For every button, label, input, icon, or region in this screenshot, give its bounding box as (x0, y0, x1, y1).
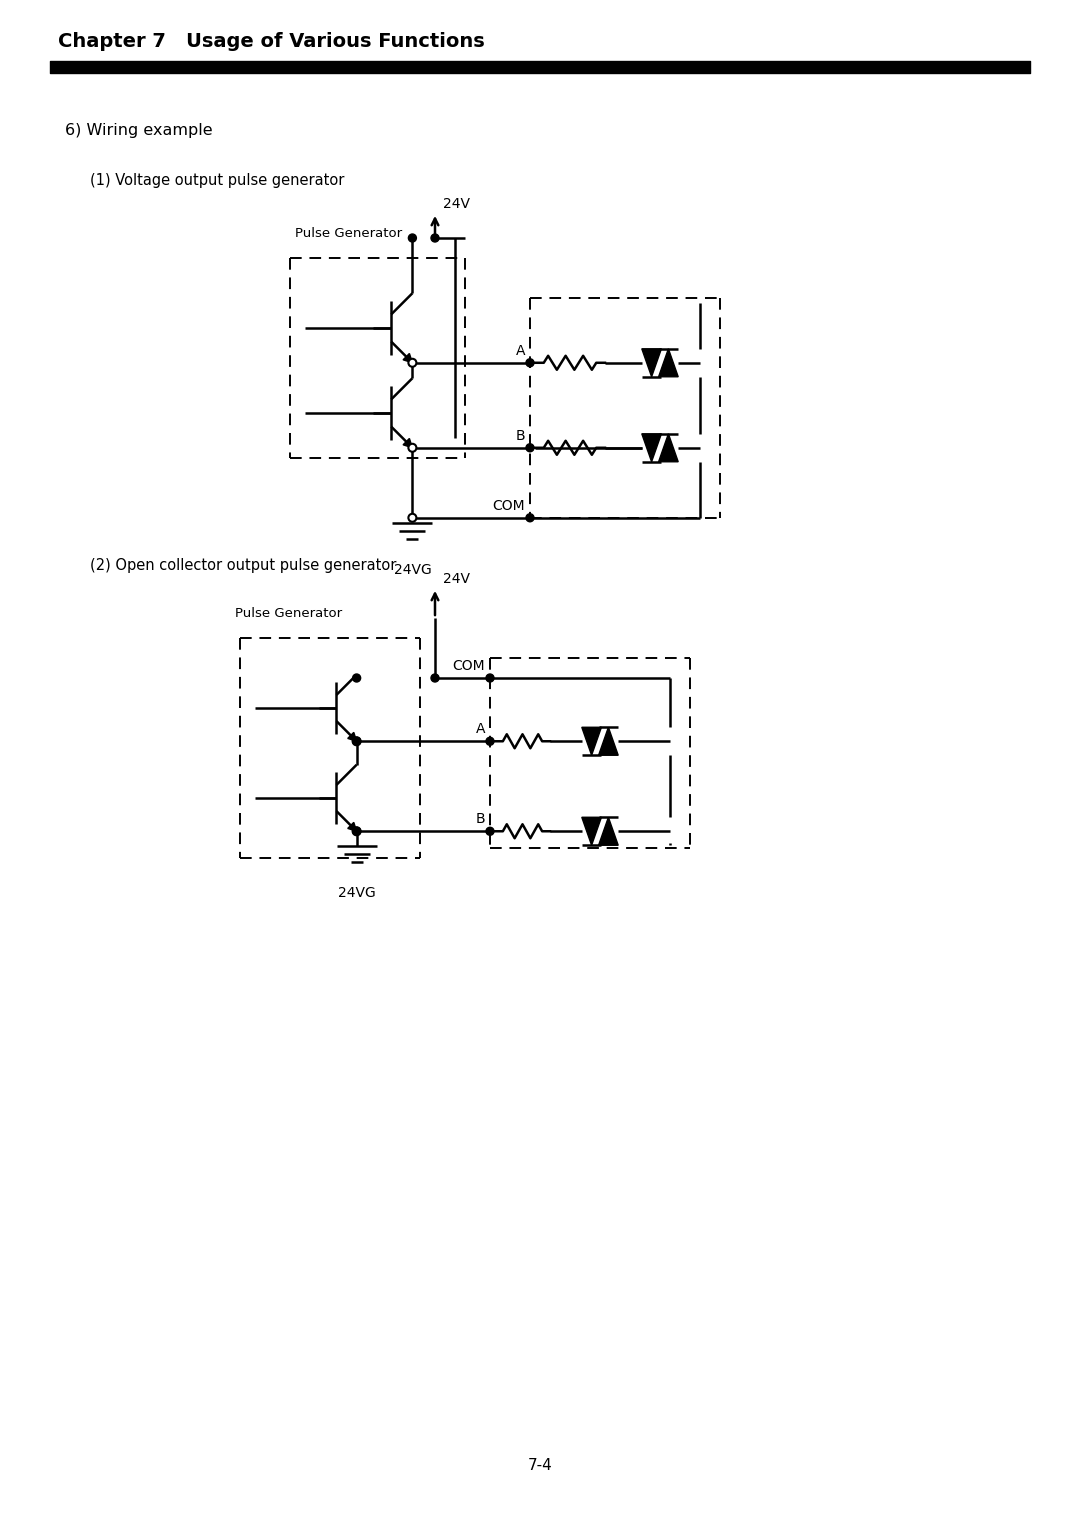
Polygon shape (598, 817, 618, 845)
Text: Pulse Generator: Pulse Generator (295, 228, 402, 240)
Circle shape (526, 359, 534, 367)
Polygon shape (348, 822, 356, 831)
Text: 24VG: 24VG (393, 562, 431, 576)
Circle shape (408, 443, 417, 452)
Circle shape (353, 738, 361, 746)
Circle shape (486, 674, 494, 681)
Text: A: A (515, 344, 525, 358)
Circle shape (408, 234, 417, 241)
Circle shape (353, 827, 361, 836)
Polygon shape (642, 434, 661, 461)
Polygon shape (659, 434, 678, 461)
Circle shape (526, 443, 534, 452)
Circle shape (431, 234, 438, 241)
Circle shape (526, 513, 534, 521)
Polygon shape (403, 353, 413, 362)
Text: B: B (515, 429, 525, 443)
Text: A: A (475, 723, 485, 736)
Text: 24V: 24V (443, 197, 470, 211)
Text: (1) Voltage output pulse generator: (1) Voltage output pulse generator (90, 173, 345, 188)
Circle shape (353, 674, 361, 681)
Polygon shape (348, 732, 356, 741)
Circle shape (408, 513, 417, 521)
Polygon shape (403, 439, 413, 448)
Polygon shape (598, 727, 618, 755)
Text: Chapter 7   Usage of Various Functions: Chapter 7 Usage of Various Functions (58, 32, 485, 50)
Text: Pulse Generator: Pulse Generator (235, 607, 342, 620)
Circle shape (486, 827, 494, 836)
Text: 24V: 24V (443, 571, 470, 587)
Polygon shape (642, 348, 661, 377)
Polygon shape (659, 348, 678, 377)
Circle shape (486, 738, 494, 746)
Circle shape (431, 674, 438, 681)
Text: COM: COM (453, 659, 485, 672)
Circle shape (408, 359, 417, 367)
Text: B: B (475, 813, 485, 827)
Polygon shape (582, 727, 602, 755)
Text: 7-4: 7-4 (528, 1458, 552, 1473)
Circle shape (353, 827, 361, 836)
Text: 24VG: 24VG (338, 886, 376, 900)
Text: (2) Open collector output pulse generator: (2) Open collector output pulse generato… (90, 558, 396, 573)
Circle shape (353, 738, 361, 746)
Polygon shape (582, 817, 602, 845)
Text: 6) Wiring example: 6) Wiring example (65, 122, 213, 138)
Text: COM: COM (492, 498, 525, 513)
